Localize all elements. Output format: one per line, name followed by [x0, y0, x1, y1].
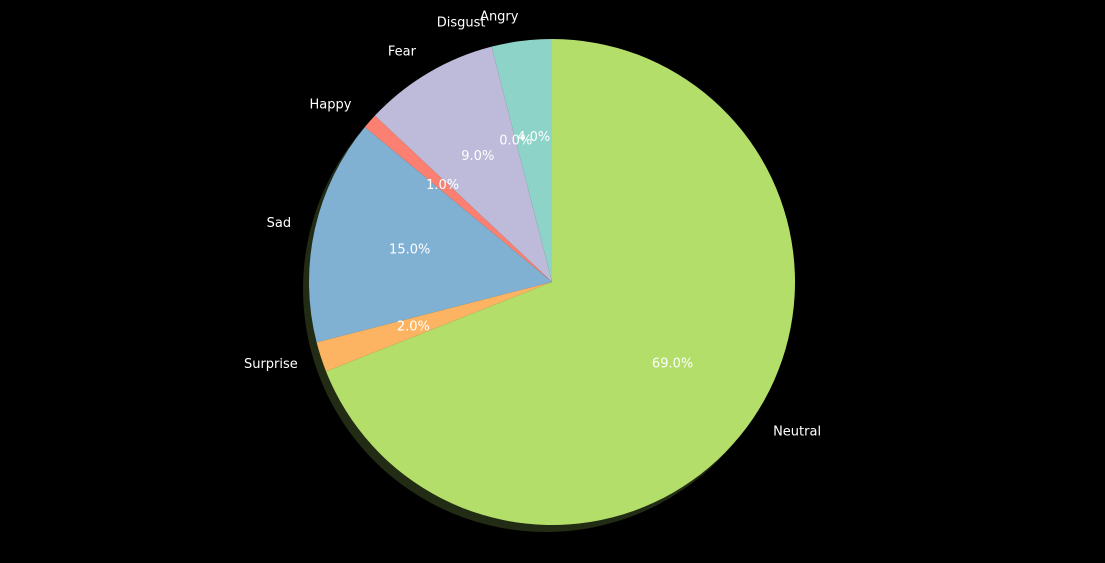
pie-slice-sad	[309, 127, 552, 343]
percent-label-disgust: 0.0%	[499, 133, 532, 148]
percent-label-surprise: 2.0%	[397, 320, 430, 335]
pie-slice-fear	[374, 46, 552, 282]
pie-slice-happy	[364, 115, 552, 282]
percent-label-fear: 9.0%	[461, 149, 494, 164]
percent-label-happy: 1.0%	[426, 178, 459, 193]
pie-slices	[309, 39, 795, 525]
percent-label-sad: 15.0%	[389, 243, 430, 258]
slice-label-surprise: Surprise	[244, 357, 298, 372]
slice-label-happy: Happy	[310, 98, 352, 113]
percent-label-neutral: 69.0%	[652, 356, 693, 371]
slice-label-disgust: Disgust	[437, 16, 486, 31]
slice-label-neutral: Neutral	[773, 425, 821, 440]
percent-label-angry: 4.0%	[517, 130, 550, 145]
pie-slice-surprise	[316, 282, 552, 372]
pie-slice-angry	[491, 39, 552, 282]
pie-labels: Angry 4.0% Disgust 0.0% Fear 9.0% Happy 1.0% Sad…	[244, 9, 821, 439]
slice-label-angry: Angry	[480, 9, 519, 24]
slice-label-sad: Sad	[267, 216, 291, 231]
pie-slice-neutral	[326, 39, 795, 525]
slice-label-fear: Fear	[388, 44, 417, 59]
